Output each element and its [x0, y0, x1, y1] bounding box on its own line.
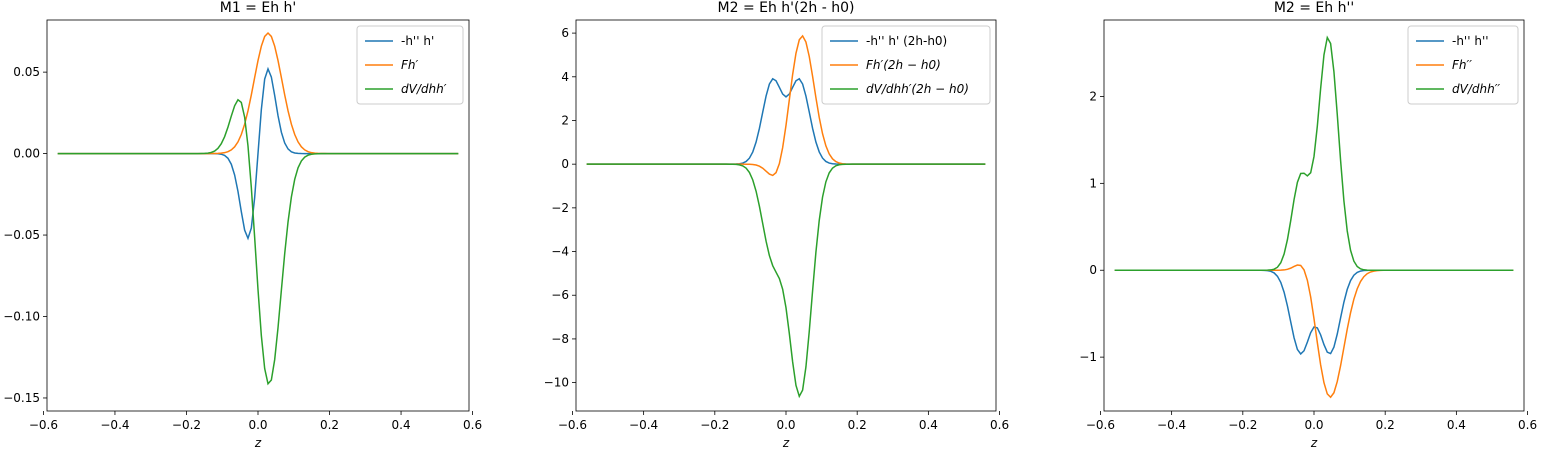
legend-label: Fh′′ — [1452, 58, 1472, 72]
y-tick-label: −4 — [551, 245, 569, 259]
legend-label: Fh′(2h − h0) — [866, 58, 941, 72]
x-tick-label: −0.2 — [1228, 418, 1257, 432]
legend-box — [356, 25, 464, 105]
legend: -h'' h'' Fh′′ dV/dhh′′ — [1407, 25, 1519, 105]
legend-label: dV/dhh′(2h − h0) — [866, 82, 969, 96]
series-line-1 — [1114, 269, 1514, 356]
series-line-3 — [1114, 35, 1514, 271]
y-tick-label: 0.05 — [13, 65, 40, 79]
y-tick-label: −1 — [1079, 350, 1097, 364]
x-tick-label: 0.4 — [392, 418, 411, 432]
x-tick-label: 0.6 — [463, 418, 482, 432]
y-tick-label: −0.05 — [3, 228, 40, 242]
subplot-1: M1 = Eh h' −0.6 −0.4 −0.2 0.0 0.2 0.4 0.6 z −0.15… — [3, 0, 482, 450]
y-tick-label: 0 — [561, 157, 569, 171]
x-tick-label: 0.6 — [990, 418, 1009, 432]
y-tick-label: 1 — [1089, 176, 1097, 190]
x-tick-label: 0.4 — [919, 418, 938, 432]
y-tick-label: 0 — [1089, 263, 1097, 277]
y-tick-label: 2 — [1089, 89, 1097, 103]
legend: -h'' h' (2h-h0) Fh′(2h − h0) dV/dhh′(2h − … — [821, 25, 991, 105]
legend-label: Fh′ — [401, 58, 419, 72]
y-tick-label: 2 — [561, 113, 569, 127]
subplot-3: M2 = Eh h'' −0.6 −0.4 −0.2 0.0 0.2 0.4 0.6 z −1 0 1… — [1079, 0, 1537, 450]
x-tick-label: −0.2 — [700, 418, 729, 432]
y-tick-label: −0.10 — [3, 310, 40, 324]
series-line-3 — [586, 163, 986, 399]
x-tick-label: 0.2 — [320, 418, 339, 432]
x-tick-label: −0.4 — [1157, 418, 1186, 432]
x-axis-label: z — [1310, 436, 1318, 450]
y-tick-label: 4 — [561, 70, 569, 84]
x-tick-label: −0.6 — [1086, 418, 1115, 432]
chart-title: M1 = Eh h' — [220, 0, 297, 16]
subplot-2: M2 = Eh h'(2h - h0) −0.6 −0.4 −0.2 0.0 0.2 0.4… — [544, 0, 1009, 450]
series-line-2 — [1114, 264, 1514, 399]
x-axis-label: z — [254, 436, 262, 450]
y-tick-label: −0.15 — [3, 391, 40, 405]
y-tick-label: 6 — [561, 26, 569, 40]
series-line-3 — [57, 98, 459, 386]
x-tick-label: −0.2 — [172, 418, 201, 432]
x-tick-label: −0.4 — [100, 418, 129, 432]
x-tick-label: −0.4 — [629, 418, 658, 432]
x-tick-label: 0.0 — [248, 418, 267, 432]
legend-label: -h'' h' (2h-h0) — [866, 34, 947, 48]
x-tick-label: −0.6 — [29, 418, 58, 432]
legend-box — [821, 25, 991, 105]
y-tick-label: −8 — [551, 332, 569, 346]
y-tick-label: 0.00 — [13, 147, 40, 161]
x-axis-label: z — [782, 436, 790, 450]
legend-label: dV/dhh′′ — [1452, 82, 1500, 96]
legend: -h'' h' Fh′ dV/dhh′ — [356, 25, 464, 105]
legend-box — [1407, 25, 1519, 105]
chart-title: M2 = Eh h'(2h - h0) — [718, 0, 855, 16]
x-tick-label: 0.2 — [1376, 418, 1395, 432]
x-tick-label: 0.0 — [776, 418, 795, 432]
chart-title: M2 = Eh h'' — [1274, 0, 1354, 16]
x-tick-label: 0.4 — [1447, 418, 1466, 432]
legend-label: -h'' h' — [401, 34, 434, 48]
legend-label: -h'' h'' — [1452, 34, 1489, 48]
x-tick-label: 0.6 — [1518, 418, 1537, 432]
y-tick-label: −6 — [551, 288, 569, 302]
y-tick-label: −2 — [551, 201, 569, 215]
legend-label: dV/dhh′ — [401, 82, 447, 96]
y-tick-label: −10 — [544, 376, 569, 390]
x-tick-label: 0.0 — [1304, 418, 1323, 432]
x-tick-label: 0.2 — [848, 418, 867, 432]
x-tick-label: −0.6 — [558, 418, 587, 432]
